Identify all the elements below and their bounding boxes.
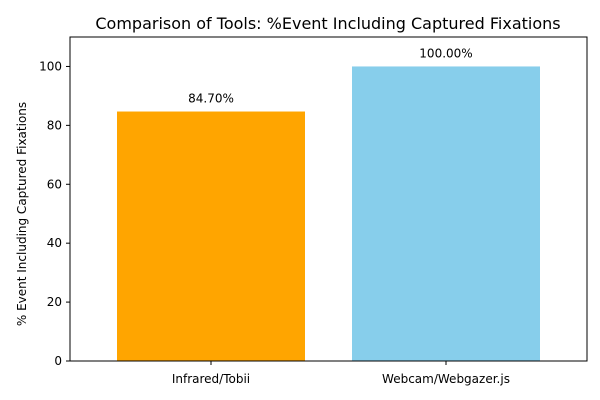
y-tick-label: 40 (47, 236, 62, 250)
bars-layer (117, 66, 540, 361)
y-tick-label: 80 (47, 118, 62, 132)
y-tick-label: 0 (54, 354, 62, 368)
data-label: 84.70% (188, 92, 234, 106)
y-tick-label: 20 (47, 295, 62, 309)
y-tick-label: 100 (39, 59, 62, 73)
bar-infrared-tobii (117, 112, 305, 361)
bar-webcam-webgazer-js (352, 66, 540, 361)
y-tick-label: 60 (47, 177, 62, 191)
y-axis-label: % Event Including Captured Fixations (15, 102, 29, 326)
x-tick-label: Webcam/Webgazer.js (382, 372, 510, 386)
chart-title: Comparison of Tools: %Event Including Ca… (95, 14, 560, 33)
x-tick-label: Infrared/Tobii (172, 372, 250, 386)
data-label: 100.00% (419, 46, 472, 60)
